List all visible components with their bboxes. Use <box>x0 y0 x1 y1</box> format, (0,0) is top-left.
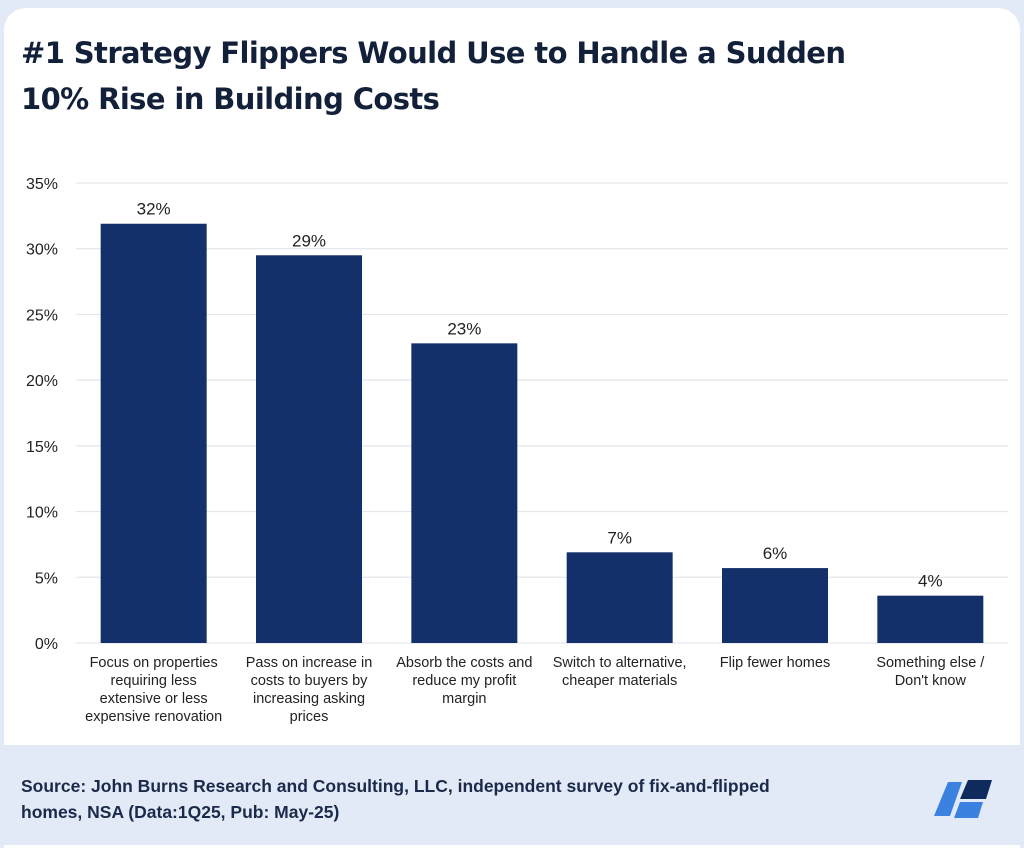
logo-bottom-right-block <box>954 802 983 818</box>
x-tick-label: Something else / <box>876 655 985 671</box>
gridlines <box>76 182 1008 644</box>
source-line-2: homes, NSA (Data:1Q25, Pub: May-25) <box>21 802 340 822</box>
bar-chart: 0% 5% 10% 15% 20% 25% 30% 35% 32% 29% 23% 7% 6% 4% F… <box>26 176 1008 725</box>
x-tick-label: cheaper materials <box>562 673 677 689</box>
x-tick-label: increasing asking <box>253 691 365 707</box>
john-burns-logo-icon <box>934 780 992 818</box>
bar <box>877 595 984 643</box>
bars <box>100 223 984 644</box>
data-labels: 32% 29% 23% 7% 6% 4% <box>137 200 943 591</box>
bar <box>411 343 518 643</box>
bar <box>100 223 207 643</box>
x-tick-label: prices <box>290 709 329 725</box>
x-axis: Focus on properties requiring less extensi… <box>85 655 985 725</box>
chart-title-line-2: 10% Rise in Building Costs <box>21 82 440 116</box>
bar <box>566 552 673 643</box>
x-tick-label: costs to buyers by <box>251 673 369 689</box>
y-tick-label: 0% <box>35 636 58 653</box>
data-label: 29% <box>292 231 326 250</box>
footer: Source: John Burns Research and Consulti… <box>0 745 1024 845</box>
x-tick-label: Flip fewer homes <box>720 655 830 671</box>
x-tick-label: expensive renovation <box>85 709 222 725</box>
x-tick-label: Focus on properties <box>90 655 218 671</box>
y-tick-label: 10% <box>26 505 58 522</box>
x-tick-label: Switch to alternative, <box>553 655 687 671</box>
logo-top-right-block <box>960 780 992 799</box>
chart-title-line-1: #1 Strategy Flippers Would Use to Handle… <box>21 36 846 70</box>
y-axis: 0% 5% 10% 15% 20% 25% 30% 35% <box>26 176 58 653</box>
bar <box>722 568 828 643</box>
y-tick-label: 35% <box>26 176 58 193</box>
y-tick-label: 15% <box>26 439 58 456</box>
x-tick-label: Pass on increase in <box>246 655 373 671</box>
source-line-1: Source: John Burns Research and Consulti… <box>21 776 770 796</box>
data-label: 6% <box>763 544 788 563</box>
logo-left-bar <box>934 782 962 816</box>
bar <box>256 255 362 644</box>
data-label: 23% <box>447 319 481 338</box>
y-tick-label: 25% <box>26 307 58 324</box>
x-tick-label: Don't know <box>895 673 967 689</box>
x-tick-label: Absorb the costs and <box>396 655 532 671</box>
data-label: 4% <box>918 572 943 591</box>
y-tick-label: 20% <box>26 373 58 390</box>
chart-title: #1 Strategy Flippers Would Use to Handle… <box>21 30 981 122</box>
y-tick-label: 5% <box>35 570 58 587</box>
source-note: Source: John Burns Research and Consulti… <box>21 773 901 825</box>
data-label: 32% <box>137 200 171 219</box>
x-tick-label: margin <box>442 691 486 707</box>
x-tick-label: reduce my profit <box>412 673 516 689</box>
x-tick-label: extensive or less <box>100 691 208 707</box>
y-tick-label: 30% <box>26 242 58 259</box>
x-tick-label: requiring less <box>111 673 197 689</box>
data-label: 7% <box>607 528 632 547</box>
